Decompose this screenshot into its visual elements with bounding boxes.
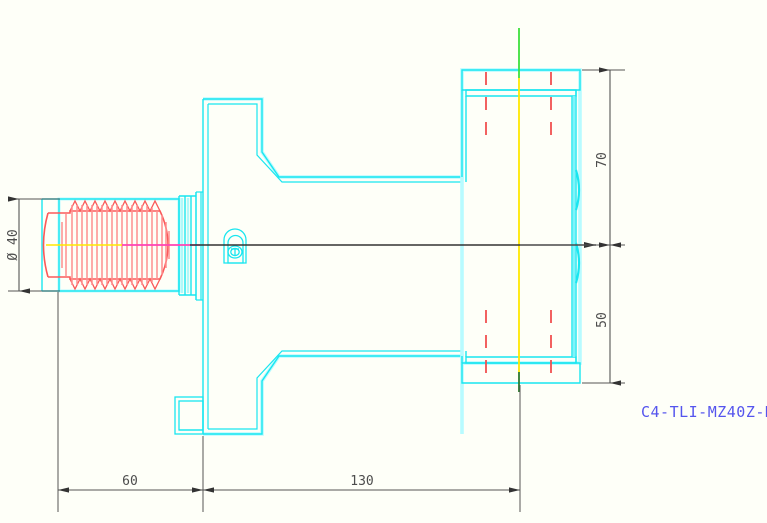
dimension-label-length-right: 130 bbox=[350, 474, 373, 489]
dimension-height-upper: 70 bbox=[520, 67, 625, 248]
dimension-diameter-left: Ø 40 bbox=[6, 196, 60, 294]
body-profile bbox=[195, 97, 464, 436]
keyway-slot-feature bbox=[223, 228, 247, 264]
part-number-label: C4-TLI-MZ40Z-DT bbox=[641, 403, 767, 421]
dimension-label-height-upper: 70 bbox=[595, 152, 610, 168]
dimension-label-length-left: 60 bbox=[122, 474, 138, 489]
dimension-label-diameter: Ø 40 bbox=[6, 229, 21, 260]
dimension-label-height-lower: 50 bbox=[595, 312, 610, 328]
bottom-mounting-tab bbox=[174, 396, 204, 435]
dimension-length-right: 130 bbox=[203, 385, 521, 512]
mounting-flange bbox=[460, 68, 582, 384]
threaded-shank-feature bbox=[41, 192, 197, 300]
dimension-height-lower: 50 bbox=[582, 242, 625, 386]
bolt-holes-upper bbox=[485, 72, 552, 140]
bolt-holes-lower bbox=[485, 310, 552, 381]
dimension-length-left: 60 bbox=[57, 292, 204, 512]
